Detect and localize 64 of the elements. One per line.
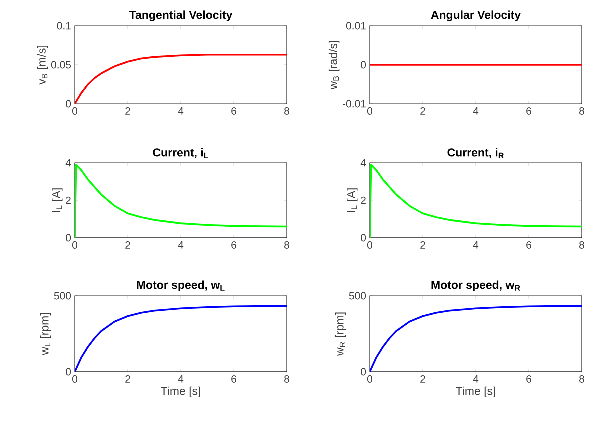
- y-tick-label: 0: [361, 368, 366, 376]
- line-series: [75, 164, 287, 238]
- x-tick-label: 4: [473, 108, 479, 115]
- y-tick-label: 0: [66, 368, 72, 376]
- x-tick-label: 4: [178, 242, 184, 249]
- y-tick-label: 0: [361, 61, 366, 69]
- x-tick-label: 0: [72, 242, 78, 249]
- chart-title: Current, i$_{L}$: [153, 148, 209, 158]
- chart-title: Motor speed, w$_{R}$: [432, 280, 520, 292]
- x-tick-label: 2: [126, 242, 130, 249]
- x-tick-label: 8: [284, 108, 290, 115]
- chart-title: Current, i$_{R}$: [448, 148, 504, 158]
- line-series: [370, 305, 582, 372]
- y-tick-label: 0.01: [346, 22, 366, 30]
- y-tick-label: 4: [360, 159, 366, 167]
- y-tick-label: 0.05: [51, 61, 72, 69]
- y-axis-title: w$_{R}$ [rpm]: [335, 312, 346, 356]
- y-tick-label: 500: [54, 292, 72, 300]
- x-tick-label: 0: [72, 108, 78, 115]
- x-tick-label: 8: [580, 108, 584, 115]
- y-axis-title: w$_{B}$ [rad/s]: [328, 41, 340, 90]
- x-tick-label: 8: [580, 242, 584, 249]
- x-axis-title: Time [s]: [161, 386, 200, 398]
- x-tick-label: 2: [126, 376, 130, 383]
- y-tick-label: 4: [66, 159, 72, 167]
- y-tick-label: 2: [66, 196, 71, 204]
- x-tick-label: 6: [526, 242, 532, 249]
- x-tick-label: 0: [367, 242, 373, 249]
- y-axis-title: v$_{B}$ [m/s]: [37, 46, 48, 85]
- y-tick-label: 0.1: [57, 22, 71, 30]
- x-tick-label: 8: [284, 376, 290, 383]
- y-tick-label: -0.01: [343, 100, 366, 108]
- x-tick-label: 6: [232, 108, 236, 115]
- x-tick-label: 6: [526, 108, 532, 115]
- x-tick-label: 4: [473, 376, 479, 383]
- y-tick-label: 0: [66, 234, 72, 242]
- x-axis-title: Time [s]: [456, 386, 496, 398]
- line-series: [75, 305, 287, 372]
- chart-title: Tangential Velocity: [129, 10, 233, 22]
- y-axis-title: I$_{L}$ [A]: [52, 188, 63, 212]
- x-tick-label: 4: [178, 108, 184, 115]
- x-tick-label: 4: [473, 242, 479, 249]
- x-tick-label: 6: [526, 376, 532, 383]
- x-tick-label: 0: [367, 108, 373, 115]
- x-tick-label: 2: [420, 108, 426, 115]
- x-tick-label: 8: [284, 242, 290, 249]
- y-axis-title: I$_{L}$ [A]: [347, 188, 358, 212]
- x-tick-label: 2: [126, 108, 130, 115]
- x-tick-label: 2: [420, 376, 426, 383]
- x-tick-label: 0: [72, 376, 78, 383]
- chart-title: Angular Velocity: [431, 10, 521, 22]
- y-tick-label: 2: [361, 196, 366, 204]
- y-tick-label: 0: [66, 100, 72, 108]
- x-tick-label: 0: [367, 376, 373, 383]
- y-tick-label: 500: [349, 292, 366, 300]
- x-tick-label: 2: [420, 242, 426, 249]
- x-tick-label: 8: [580, 376, 584, 383]
- line-series: [370, 164, 582, 238]
- y-axis-title: w$_{L}$ [rpm]: [40, 313, 52, 356]
- x-tick-label: 6: [232, 242, 236, 249]
- y-tick-label: 0: [361, 234, 366, 242]
- chart-title: Motor speed, w$_{L}$: [137, 280, 225, 292]
- x-tick-label: 4: [178, 376, 184, 383]
- x-tick-label: 6: [232, 376, 236, 383]
